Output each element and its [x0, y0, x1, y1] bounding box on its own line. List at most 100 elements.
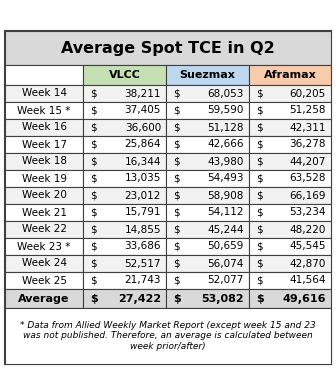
- Text: $: $: [256, 139, 263, 149]
- Bar: [249, 187, 331, 204]
- Text: $: $: [90, 173, 97, 183]
- Bar: [83, 170, 166, 187]
- Text: 36,600: 36,600: [125, 123, 161, 132]
- Text: 44,207: 44,207: [290, 156, 326, 166]
- Bar: [83, 204, 166, 221]
- Text: 66,169: 66,169: [290, 190, 326, 200]
- Bar: [166, 221, 249, 238]
- Text: 25,864: 25,864: [125, 139, 161, 149]
- Text: $: $: [173, 293, 181, 303]
- Bar: [83, 255, 166, 272]
- Bar: [5, 65, 83, 85]
- Text: $: $: [90, 106, 97, 115]
- Bar: [5, 136, 83, 153]
- Bar: [166, 153, 249, 170]
- Text: Week 25: Week 25: [22, 276, 67, 286]
- Text: 21,743: 21,743: [125, 276, 161, 286]
- Text: $: $: [173, 156, 180, 166]
- Bar: [5, 221, 83, 238]
- Text: 36,278: 36,278: [290, 139, 326, 149]
- Bar: [166, 136, 249, 153]
- Text: $: $: [256, 224, 263, 235]
- Text: Suezmax: Suezmax: [179, 70, 236, 80]
- Bar: [83, 119, 166, 136]
- Bar: [166, 238, 249, 255]
- Text: 38,211: 38,211: [125, 89, 161, 99]
- Text: 50,659: 50,659: [208, 241, 244, 252]
- Bar: [5, 85, 83, 102]
- Text: * Data from Allied Weekly Market Report (except week 15 and 23
was not published: * Data from Allied Weekly Market Report …: [20, 321, 316, 351]
- Text: 14,855: 14,855: [125, 224, 161, 235]
- Bar: [83, 272, 166, 289]
- Text: Week 19: Week 19: [22, 173, 67, 183]
- Text: 48,220: 48,220: [290, 224, 326, 235]
- Text: Week 15 *: Week 15 *: [17, 106, 71, 115]
- Text: 23,012: 23,012: [125, 190, 161, 200]
- Text: $: $: [173, 123, 180, 132]
- Text: $: $: [256, 89, 263, 99]
- Text: 16,344: 16,344: [125, 156, 161, 166]
- Text: Week 24: Week 24: [22, 259, 67, 269]
- Bar: [249, 119, 331, 136]
- Text: Week 17: Week 17: [22, 139, 67, 149]
- Text: 53,234: 53,234: [290, 207, 326, 217]
- Text: $: $: [90, 156, 97, 166]
- Text: Week 23 *: Week 23 *: [17, 241, 71, 252]
- Text: 54,112: 54,112: [208, 207, 244, 217]
- Text: 51,258: 51,258: [290, 106, 326, 115]
- Text: 49,616: 49,616: [283, 293, 326, 303]
- Text: Week 21: Week 21: [22, 207, 67, 217]
- Text: $: $: [173, 173, 180, 183]
- Bar: [166, 65, 249, 85]
- Text: $: $: [90, 293, 98, 303]
- Text: $: $: [256, 293, 264, 303]
- Text: $: $: [90, 123, 97, 132]
- Bar: [5, 238, 83, 255]
- Bar: [166, 289, 249, 308]
- Bar: [83, 289, 166, 308]
- Bar: [166, 119, 249, 136]
- Bar: [5, 272, 83, 289]
- Text: 42,311: 42,311: [290, 123, 326, 132]
- Text: $: $: [256, 259, 263, 269]
- Bar: [166, 102, 249, 119]
- Bar: [5, 102, 83, 119]
- Bar: [5, 170, 83, 187]
- Text: $: $: [90, 276, 97, 286]
- Bar: [83, 136, 166, 153]
- Text: Average Spot TCE in Q2: Average Spot TCE in Q2: [61, 41, 275, 55]
- Bar: [5, 308, 331, 364]
- Text: $: $: [173, 241, 180, 252]
- Text: $: $: [256, 123, 263, 132]
- Bar: [249, 65, 331, 85]
- Bar: [249, 204, 331, 221]
- Text: 45,545: 45,545: [290, 241, 326, 252]
- Bar: [166, 170, 249, 187]
- Text: $: $: [90, 224, 97, 235]
- Bar: [166, 255, 249, 272]
- Text: 68,053: 68,053: [208, 89, 244, 99]
- Text: $: $: [90, 241, 97, 252]
- Text: 13,035: 13,035: [125, 173, 161, 183]
- Text: 15,791: 15,791: [125, 207, 161, 217]
- Text: 52,517: 52,517: [125, 259, 161, 269]
- Text: 53,082: 53,082: [201, 293, 244, 303]
- Text: $: $: [173, 190, 180, 200]
- Bar: [83, 65, 166, 85]
- Bar: [83, 187, 166, 204]
- Text: Week 22: Week 22: [22, 224, 67, 235]
- Bar: [83, 221, 166, 238]
- Bar: [5, 119, 83, 136]
- Text: $: $: [256, 190, 263, 200]
- Text: 59,590: 59,590: [208, 106, 244, 115]
- Bar: [249, 289, 331, 308]
- Bar: [249, 85, 331, 102]
- Text: $: $: [256, 207, 263, 217]
- Text: $: $: [256, 106, 263, 115]
- Bar: [249, 221, 331, 238]
- Text: 37,405: 37,405: [125, 106, 161, 115]
- Text: $: $: [90, 89, 97, 99]
- Text: 42,870: 42,870: [290, 259, 326, 269]
- Bar: [166, 272, 249, 289]
- Bar: [83, 102, 166, 119]
